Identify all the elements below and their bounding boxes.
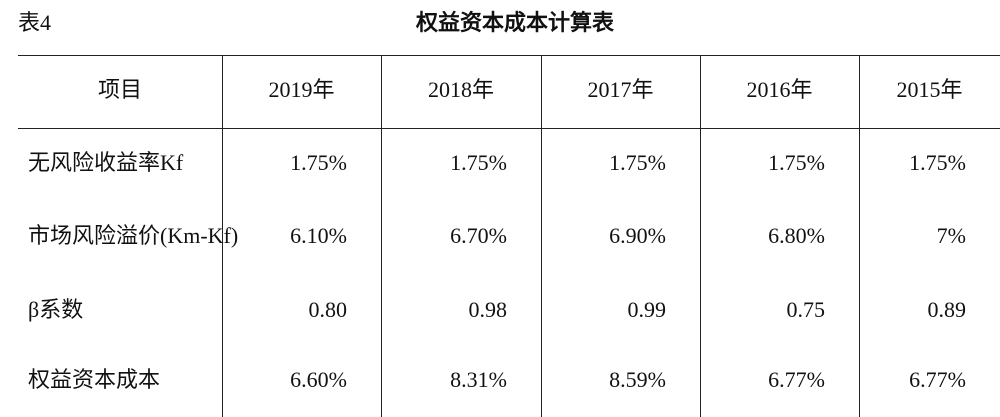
cell-value: 6.77% xyxy=(909,367,966,392)
cell-value: 1.75% xyxy=(909,150,966,175)
row-label: 权益资本成本 xyxy=(28,367,160,392)
table-title: 权益资本成本计算表 xyxy=(415,10,615,35)
cell-value: 7% xyxy=(937,223,966,248)
cell-value: 6.70% xyxy=(450,223,507,248)
column-header: 2017年 xyxy=(587,77,653,102)
cell-value: 1.75% xyxy=(290,150,347,175)
cell-value: 1.75% xyxy=(768,150,825,175)
row-label: 市场风险溢价(Km-Kf) xyxy=(28,223,238,248)
cell-value: 0.75 xyxy=(787,297,826,322)
row-label: 无风险收益率Kf xyxy=(28,150,184,175)
table-label: 表4 xyxy=(18,10,51,35)
cell-value: 6.80% xyxy=(768,223,825,248)
column-header: 2015年 xyxy=(896,77,962,102)
cell-value: 0.89 xyxy=(928,297,967,322)
column-header: 2016年 xyxy=(746,77,812,102)
cell-value: 8.59% xyxy=(609,367,666,392)
row-label: β系数 xyxy=(28,297,83,322)
cell-value: 8.31% xyxy=(450,367,507,392)
cell-value: 0.98 xyxy=(469,297,508,322)
cell-value: 6.77% xyxy=(768,367,825,392)
cell-value: 6.10% xyxy=(290,223,347,248)
cell-value: 6.60% xyxy=(290,367,347,392)
cell-value: 6.90% xyxy=(609,223,666,248)
cell-value: 0.99 xyxy=(628,297,667,322)
column-header: 项目 xyxy=(98,77,142,102)
column-header: 2018年 xyxy=(428,77,494,102)
cell-value: 1.75% xyxy=(450,150,507,175)
cell-value: 0.80 xyxy=(309,297,348,322)
column-header: 2019年 xyxy=(268,77,334,102)
cell-value: 1.75% xyxy=(609,150,666,175)
